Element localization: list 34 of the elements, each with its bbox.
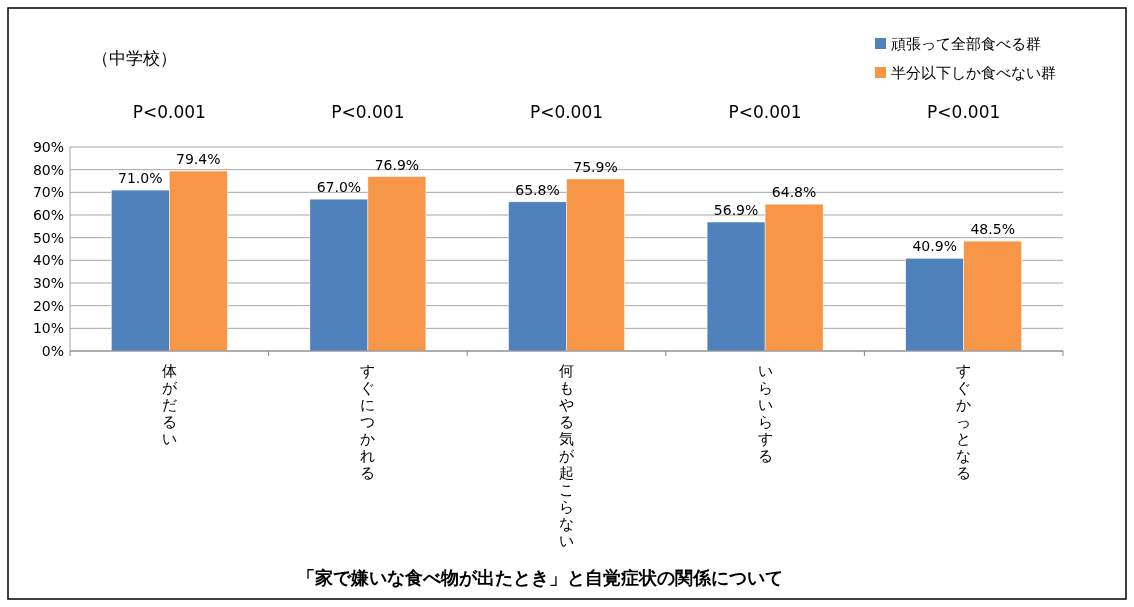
y-tick-label: 0% [41,343,64,359]
x-tick-label: 体がだるい [161,362,178,448]
data-label: 40.9% [912,238,957,255]
legend-label: 頑張って全部食べる群 [891,35,1041,53]
x-tick-label: すぐにつかれる [360,362,376,482]
x-tick-label: いらいらする [757,362,773,465]
y-tick-label: 60% [32,207,64,223]
y-tick-label: 20% [32,297,64,314]
data-label: 56.9% [713,202,759,219]
data-label: 65.8% [515,181,560,198]
y-tick-label: 90% [32,139,64,155]
x-tick-label: すぐかっとなる [956,362,972,482]
data-label: 71.0% [118,170,163,187]
text: P<0.001 [728,102,802,122]
data-label: 75.9% [573,158,618,175]
text: P<0.001 [132,102,206,122]
category-label: 何もやる気が起こらない [559,362,574,550]
y-tick-label: 50% [32,229,64,246]
data-label: 64.8% [771,184,817,201]
data-label: 79.4% [176,151,221,168]
data-label: 67.0% [316,179,362,196]
y-tick-label: 80% [32,161,64,178]
text: 「家で嫌いな食べ物が出たとき」と自覚症状の関係について [297,567,783,588]
text: P<0.001 [331,102,405,122]
chart-subtitle: （中学校） [92,48,177,68]
text: P<0.001 [529,102,604,122]
y-tick-label: 30% [32,275,64,291]
legend-label: 半分以下しか食べない群 [891,64,1056,82]
data-label: 76.9% [374,156,420,173]
y-tick-label: 40% [32,252,64,269]
data-label: 48.5% [970,221,1015,238]
y-tick-label: 10% [32,320,64,337]
y-tick-label: 70% [32,184,64,201]
text: P<0.001 [927,102,1001,122]
